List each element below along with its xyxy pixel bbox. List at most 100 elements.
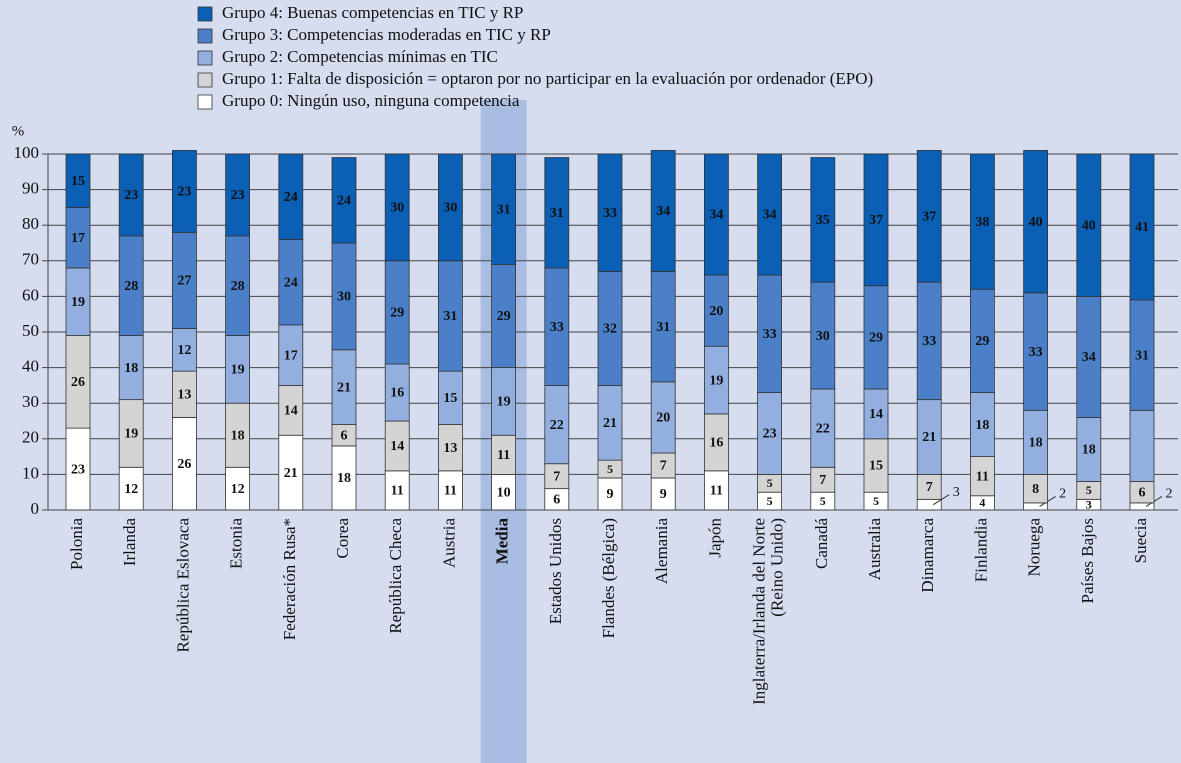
bar-segment (650, 271, 676, 383)
data-label: 40 (1029, 215, 1043, 230)
bar-segment (65, 427, 91, 511)
x-tick-label: Finlandia (971, 518, 990, 583)
data-label: 33 (922, 334, 936, 349)
y-tick-label: 50 (22, 321, 39, 340)
x-tick-line: Canadá (812, 518, 831, 569)
data-label: 29 (497, 309, 511, 324)
data-label: 21 (603, 416, 617, 431)
data-label: 26 (177, 457, 191, 472)
bar-segment (757, 153, 782, 276)
bar-segment (916, 399, 942, 475)
legend-label: Grupo 3: Competencias moderadas en TIC y… (222, 25, 551, 44)
bar-segment (863, 153, 889, 287)
data-label: 14 (284, 404, 298, 419)
data-label: 7 (660, 459, 667, 474)
bar-segment (704, 413, 729, 472)
bar-segment (970, 153, 995, 290)
data-label: 17 (284, 348, 298, 363)
bar-segment (384, 363, 410, 422)
x-tick-label: República Checa (386, 518, 405, 634)
y-tick-label: 30 (22, 392, 39, 411)
y-tick-label: 60 (22, 285, 39, 304)
bar-segment (810, 388, 836, 468)
x-tick-label: Alemania (652, 518, 671, 585)
bar-segment (171, 150, 197, 233)
data-label: 21 (337, 380, 351, 395)
data-label: 11 (444, 484, 457, 499)
x-tick-label: Federación Rusa* (280, 518, 299, 640)
bar-segment (1076, 153, 1102, 297)
x-tick-line: Países Bajos (1078, 518, 1097, 603)
data-label: 23 (231, 188, 245, 203)
data-label: 5 (1086, 483, 1092, 497)
data-label: 37 (922, 210, 936, 225)
data-label: 18 (124, 361, 138, 376)
bar-segment (916, 473, 942, 500)
data-label: 28 (124, 279, 138, 294)
data-label: 33 (1029, 345, 1043, 360)
bar-segment (437, 153, 463, 262)
bar-segment (544, 157, 570, 269)
data-label: 11 (391, 484, 404, 499)
bar-segment (757, 392, 782, 475)
legend-label: Grupo 1: Falta de disposición = optaron … (222, 69, 873, 88)
data-label: 34 (1082, 350, 1096, 365)
data-label: 18 (231, 428, 245, 443)
data-label: 34 (709, 208, 723, 223)
y-tick-label: 0 (31, 499, 40, 518)
x-tick-line: Australia (865, 518, 884, 581)
y-tick-label: 10 (22, 463, 39, 482)
bar-segment (331, 242, 357, 351)
data-label: 18 (975, 418, 989, 433)
bar-segment (544, 463, 570, 490)
data-label: 5 (820, 494, 826, 508)
x-tick-line: Austria (439, 518, 458, 569)
data-label: 38 (975, 215, 989, 230)
data-label: 31 (1135, 348, 1149, 363)
data-label: 29 (869, 331, 883, 346)
bar-segment (1129, 409, 1155, 482)
bar-segment (171, 231, 197, 329)
data-label: 5 (767, 494, 773, 508)
bar-segment (331, 157, 357, 244)
data-label: 23 (763, 427, 777, 442)
y-tick-label: 90 (22, 179, 39, 198)
y-tick-label: 20 (22, 428, 39, 447)
data-label: 6 (341, 428, 348, 443)
legend-label: Grupo 4: Buenas competencias en TIC y RP (222, 3, 523, 22)
x-tick-line: República Checa (386, 518, 405, 634)
bar-segment (225, 153, 251, 237)
data-label: 24 (284, 190, 298, 205)
x-tick-label: Austria (439, 518, 458, 569)
bar-segment (1023, 292, 1048, 411)
data-label: 30 (390, 201, 404, 216)
data-label: 4 (979, 496, 985, 510)
bar-segment (863, 285, 889, 390)
bar-segment (491, 434, 517, 475)
x-tick-line: Media (493, 518, 512, 565)
data-label: 9 (660, 487, 667, 502)
bar-segment (810, 281, 836, 390)
x-tick-label: Suecia (1131, 518, 1150, 564)
x-tick-label: Irlanda (120, 518, 139, 567)
bar-segment (597, 384, 623, 461)
bar-segment (171, 328, 197, 372)
data-label: 17 (71, 231, 85, 246)
bar-segment (1076, 417, 1102, 482)
data-label: 15 (443, 391, 457, 406)
data-label: 11 (976, 469, 989, 484)
bar-segment (544, 384, 570, 465)
bar-segment (916, 281, 942, 401)
data-label: 11 (710, 484, 723, 499)
data-label: 13 (443, 441, 457, 456)
bar-segment (118, 153, 144, 237)
data-label: 5 (767, 476, 773, 490)
bar-segment (863, 388, 889, 440)
data-label: 33 (603, 206, 617, 221)
bar-segment (171, 370, 197, 418)
bar-segment (384, 260, 410, 365)
bar-segment (650, 150, 676, 272)
x-tick-line: Noruega (1025, 518, 1044, 577)
y-tick-label: 70 (22, 250, 39, 269)
data-label: 14 (390, 439, 404, 454)
